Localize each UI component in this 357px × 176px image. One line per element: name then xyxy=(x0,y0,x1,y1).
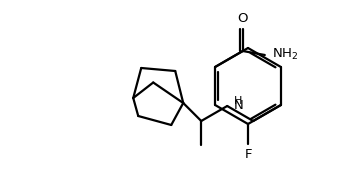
Text: N: N xyxy=(233,99,243,112)
Text: H: H xyxy=(234,96,242,105)
Text: O: O xyxy=(237,12,248,25)
Text: F: F xyxy=(244,148,252,161)
Text: NH$_2$: NH$_2$ xyxy=(272,46,298,62)
